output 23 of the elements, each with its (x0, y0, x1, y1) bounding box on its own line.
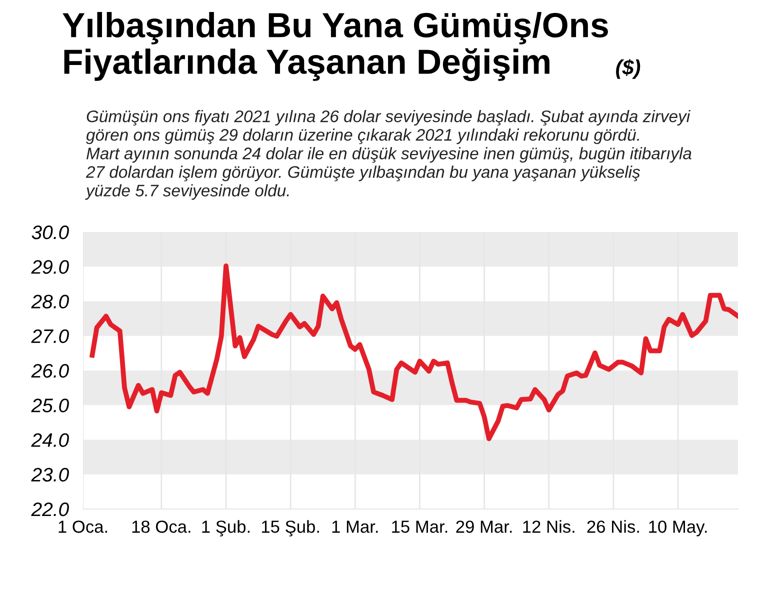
x-tick-label: 26 Nis. (587, 520, 639, 533)
y-tick-label: 23.0 (31, 468, 69, 482)
y-tick-label: 30.0 (32, 225, 69, 240)
x-tick-label: 15 Mar. (392, 520, 448, 533)
chart-subtitle: Gümüşün ons fiyatı 2021 yılına 26 dolar seviyesinde başladı. Şubat ayında zirveyi gören ons gümüş 29 doların üzerine çıkarak 2021 yılındaki rekorunu gördü. Mart ayının sonunda 24 dolar ile en düşük seviyesine inen gümüş, bugün itibarıyla 27 dolardan işlem görüyor. Gümüşte yılbaşından bu yana yaşanan yükseliş yüzde 5.7 seviyesinde oldu. (85, 110, 692, 200)
x-tick-label: 15 Şub. (262, 520, 319, 536)
y-tick-label: 22.0 (31, 502, 69, 516)
x-tick-label: 10 May. (649, 520, 707, 536)
y-tick-label: 24.0 (31, 433, 69, 447)
text: ($) (616, 59, 640, 79)
x-tick-label: 1 Oca. (58, 520, 107, 533)
x-tick-label: 29 Mar. (456, 520, 512, 533)
x-tick-label: 1 Şub. (202, 520, 250, 536)
line-series (90, 264, 738, 442)
y-tick-label: 27.0 (31, 329, 69, 344)
y-tick-label: 25.0 (31, 398, 69, 412)
x-tick-label: 18 Oca. (132, 520, 190, 533)
y-tick-label: 28.0 (31, 294, 69, 308)
x-tick-label: 12 Nis. (523, 520, 574, 533)
y-tick-label: 26.0 (31, 364, 69, 378)
y-tick-label: 29.0 (31, 260, 69, 274)
chart-title: Yılbaşından Bu Yana Gümüş/Ons Fiyatlarında Yaşanan Değişim (62, 12, 608, 82)
x-tick-label: 1 Mar. (332, 520, 378, 533)
